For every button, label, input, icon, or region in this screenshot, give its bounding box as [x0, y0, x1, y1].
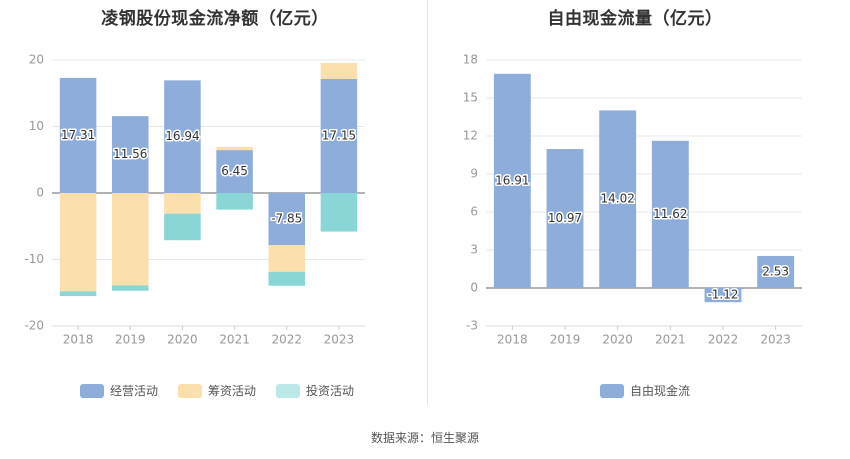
left-ytick-label: -20	[24, 319, 44, 333]
left-chart-legend: 经营活动 筹资活动 投资活动	[80, 382, 374, 399]
right-bar-自由现金流-2018	[493, 73, 531, 288]
legend-swatch-operating	[80, 383, 104, 398]
left-bar-value-label-halo: 11.56	[113, 147, 147, 161]
left-bar-value-label: 17.15	[322, 128, 356, 142]
legend-item-investing[interactable]: 投资活动	[276, 382, 354, 399]
right-bar-value-label-halo: 11.62	[653, 207, 687, 221]
left-bar-value-label: 17.31	[61, 128, 95, 142]
right-bar-value-label: 11.62	[653, 207, 687, 221]
left-bar-经营活动-2020	[164, 80, 201, 193]
right-bar-value-label: -1.12	[707, 288, 738, 302]
legend-label-investing: 投资活动	[306, 384, 355, 398]
left-bar-value-label-halo: 17.31	[61, 128, 95, 142]
left-ytick-label: -10	[24, 252, 44, 266]
right-xtick-label: 2019	[550, 333, 581, 347]
left-bar-value-label: -7.85	[271, 212, 302, 226]
right-ytick-label: 9	[470, 167, 478, 181]
legend-swatch-investing	[276, 383, 301, 398]
left-bar-value-label-halo: 17.15	[322, 128, 356, 142]
left-chart-title: 凌钢股份现金流净额（亿元）	[101, 9, 329, 29]
right-ytick-label: 18	[463, 53, 478, 67]
right-bar-value-label: 14.02	[600, 192, 634, 206]
left-bar-筹资活动-2022	[268, 245, 306, 272]
right-bar-value-label-halo: 14.02	[600, 192, 634, 206]
left-xtick-label: 2019	[115, 333, 146, 347]
legend-label-free-cash-flow: 自由现金流	[630, 384, 691, 398]
right-bar-自由现金流-2022	[704, 288, 742, 303]
left-bar-投资活动-2023	[320, 193, 358, 232]
left-xtick-label: 2022	[271, 333, 302, 347]
left-bar-经营活动-2022	[268, 193, 306, 246]
right-ytick-label: 6	[470, 205, 478, 219]
left-bar-筹资活动-2023	[320, 62, 358, 79]
left-bar-投资活动-2020	[164, 213, 201, 241]
right-bar-value-label-halo: -1.12	[707, 288, 738, 302]
left-bar-筹资活动-2018	[59, 193, 97, 292]
left-bar-筹资活动-2021	[216, 146, 253, 151]
right-ytick-label: 0	[470, 281, 478, 295]
left-xtick-label: 2020	[167, 333, 198, 347]
left-ytick-label: 10	[29, 119, 44, 133]
right-bar-value-label: 16.91	[495, 173, 529, 187]
right-bar-value-label: 10.97	[548, 211, 582, 225]
left-ytick-label: 0	[36, 186, 44, 200]
left-bar-筹资活动-2019	[111, 193, 149, 286]
left-xtick-label: 2023	[324, 333, 355, 347]
right-bar-value-label-halo: 16.91	[495, 173, 529, 187]
left-bar-筹资活动-2020	[164, 193, 201, 214]
legend-label-financing: 筹资活动	[208, 384, 257, 398]
data-source-note: 数据来源：恒生聚源	[370, 431, 479, 445]
legend-swatch-free-cash-flow	[600, 383, 624, 398]
right-xtick-label: 2018	[497, 333, 528, 347]
left-bar-value-label: 6.45	[221, 164, 248, 178]
legend-label-operating: 经营活动	[110, 384, 159, 398]
panel-divider	[427, 0, 428, 405]
left-bar-投资活动-2018	[59, 291, 97, 297]
right-chart-legend: 自由现金流	[600, 382, 710, 399]
right-xtick-label: 2021	[655, 333, 686, 347]
right-bar-自由现金流-2019	[546, 149, 584, 288]
right-bar-value-label-halo: 2.53	[762, 264, 789, 278]
left-bar-投资活动-2019	[111, 285, 149, 291]
right-xtick-label: 2022	[708, 333, 739, 347]
right-bar-自由现金流-2021	[651, 140, 689, 288]
right-xtick-label: 2023	[760, 333, 791, 347]
right-xtick-label: 2020	[602, 333, 633, 347]
left-bar-value-label-halo: 16.94	[165, 129, 199, 143]
right-bar-自由现金流-2020	[599, 110, 637, 288]
left-bar-经营活动-2019	[111, 116, 149, 193]
left-bar-经营活动-2021	[216, 150, 253, 193]
left-xtick-label: 2018	[63, 333, 94, 347]
right-ytick-label: 12	[463, 129, 478, 143]
legend-swatch-financing	[178, 383, 203, 398]
left-bar-value-label-halo: -7.85	[271, 212, 302, 226]
left-bar-value-label-halo: 6.45	[221, 164, 248, 178]
left-xtick-label: 2021	[219, 333, 250, 347]
left-bar-经营活动-2023	[320, 78, 358, 193]
left-ytick-label: 20	[29, 53, 44, 67]
left-bar-经营活动-2018	[59, 77, 97, 193]
right-bar-value-label: 2.53	[762, 264, 789, 278]
left-bar-投资活动-2022	[268, 271, 306, 286]
right-chart-title: 自由现金流量（亿元）	[547, 9, 723, 29]
legend-item-free-cash-flow[interactable]: 自由现金流	[600, 382, 690, 399]
left-bar-value-label: 16.94	[165, 129, 199, 143]
left-bar-投资活动-2021	[216, 193, 253, 210]
right-ytick-label: 15	[463, 91, 478, 105]
legend-item-financing[interactable]: 筹资活动	[178, 382, 256, 399]
right-ytick-label: 3	[470, 243, 478, 257]
right-bar-value-label-halo: 10.97	[548, 211, 582, 225]
legend-item-operating[interactable]: 经营活动	[80, 382, 158, 399]
right-ytick-label: -3	[466, 319, 478, 333]
left-bar-value-label: 11.56	[113, 147, 147, 161]
right-bar-自由现金流-2023	[757, 255, 795, 288]
